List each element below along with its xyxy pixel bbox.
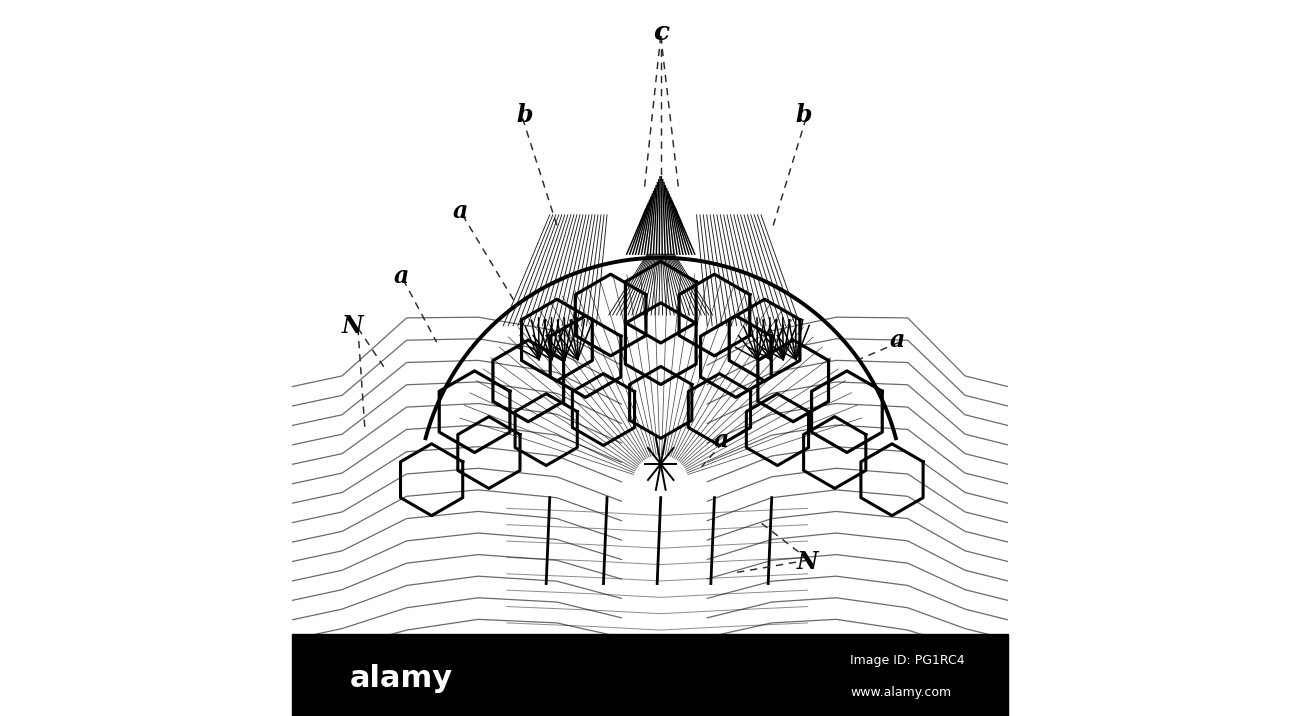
Text: www.alamy.com: www.alamy.com bbox=[850, 687, 952, 700]
Text: N: N bbox=[342, 314, 364, 338]
Text: b: b bbox=[796, 102, 812, 127]
Text: alamy: alamy bbox=[350, 664, 452, 694]
Text: a: a bbox=[393, 263, 408, 288]
Text: N: N bbox=[797, 550, 818, 574]
Bar bbox=[292, 634, 1008, 716]
Text: c: c bbox=[653, 20, 668, 44]
Text: a: a bbox=[452, 199, 468, 223]
Text: a: a bbox=[714, 428, 729, 453]
Text: a: a bbox=[889, 328, 905, 352]
Text: Image ID: PG1RC4: Image ID: PG1RC4 bbox=[850, 654, 965, 667]
Text: b: b bbox=[516, 102, 533, 127]
